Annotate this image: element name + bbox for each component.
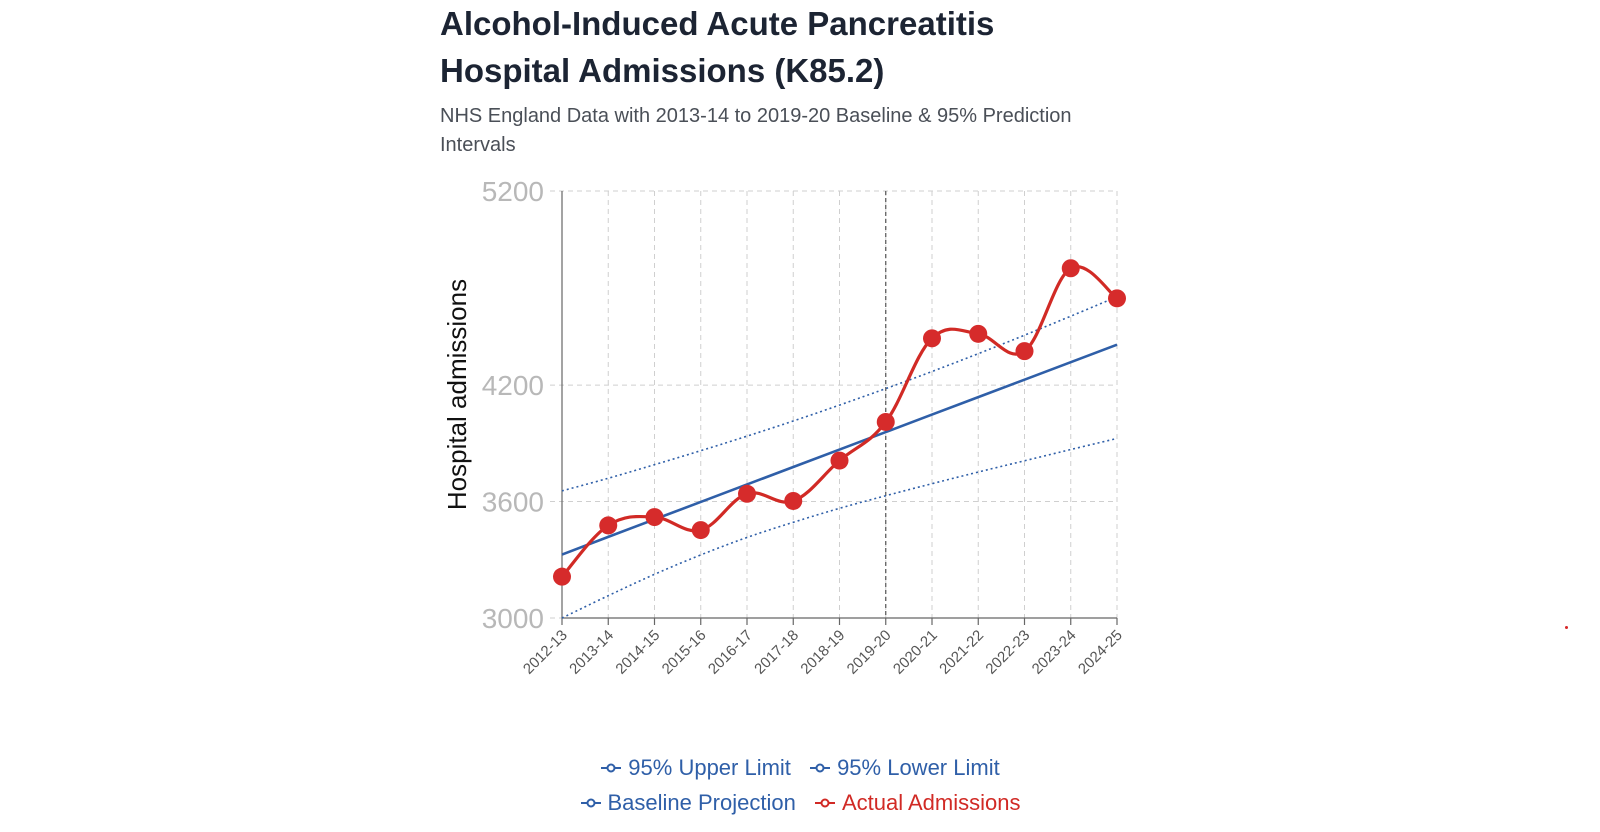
legend-swatch-upper-icon (601, 763, 622, 773)
legend-row-2: Baseline Projection Actual Admissions (0, 789, 1600, 816)
legend-label-actual: Actual Admissions (841, 790, 1021, 816)
chart-subtitle: NHS England Data with 2013-14 to 2019-20… (440, 105, 1072, 156)
x-tick-label: 2018-19 (797, 627, 848, 678)
series-actual-admissions-point-2014-15 (645, 508, 664, 527)
legend-row-1: 95% Upper Limit 95% Lower Limit (0, 754, 1600, 781)
legend-label-lower-limit: 95% Lower Limit (837, 755, 1000, 781)
series-actual-admissions-point-2013-14 (599, 516, 618, 535)
series-actual-admissions-line (560, 265, 1119, 578)
stray-dot (1565, 626, 1568, 629)
series-actual-admissions-point-2015-16 (691, 521, 710, 540)
x-tick-label: 2014-15 (612, 627, 663, 678)
series-actual-admissions-point-2022-23 (1015, 342, 1034, 361)
x-tick-label: 2022-23 (982, 627, 1033, 678)
x-tick-label: 2021-22 (936, 627, 987, 678)
x-tick-label: 2016-17 (705, 627, 756, 678)
series-baseline-projection-line (561, 343, 1118, 556)
x-tick-label: 2017-18 (751, 627, 802, 678)
legend-item-baseline[interactable]: Baseline Projection (580, 789, 796, 816)
y-tick-label: 3000 (482, 603, 544, 634)
legend-item-lower-limit[interactable]: 95% Lower Limit (809, 754, 1000, 781)
x-tick-label: 2023-24 (1029, 627, 1080, 678)
x-tick-label: 2015-16 (659, 627, 710, 678)
x-tick-label: 2019-20 (844, 627, 895, 678)
series-actual-admissions-point-2024-25 (1108, 289, 1126, 308)
series-actual-admissions-point-2020-21 (923, 329, 941, 348)
series-actual-admissions-point-2021-22 (969, 324, 988, 343)
y-tick-label: 5200 (482, 176, 544, 207)
series-actual-admissions-point-2023-24 (1061, 259, 1080, 278)
series-actual-admissions-point-2018-19 (830, 451, 849, 470)
series-actual-admissions-point-2019-20 (876, 412, 895, 431)
chart-title-line-2: Hospital Admissions (K85.2) (440, 52, 885, 89)
x-tick-label: 2013-14 (566, 627, 617, 678)
y-tick-label: 3600 (482, 487, 544, 518)
legend-swatch-actual-icon (814, 798, 835, 808)
legend-item-upper-limit[interactable]: 95% Upper Limit (600, 754, 791, 781)
chart-title-line-1: Alcohol-Induced Acute Pancreatitis (440, 5, 995, 42)
series-95-upper-limit-line (561, 296, 1118, 492)
series-actual-admissions-point-2017-18 (784, 491, 803, 510)
chart-title: Alcohol-Induced Acute Pancreatitis Hospi… (440, 0, 1100, 94)
legend-item-actual[interactable]: Actual Admissions (814, 789, 1021, 816)
legend-swatch-baseline-icon (580, 798, 601, 808)
x-tick-label: 2012-13 (520, 627, 571, 678)
legend-label-upper-limit: 95% Upper Limit (628, 755, 791, 781)
series-actual-admissions-point-2016-17 (738, 484, 756, 503)
legend-swatch-lower-icon (810, 763, 831, 773)
series-actual-admissions-point-2012-13 (553, 567, 571, 586)
x-tick-label: 2024-25 (1075, 627, 1126, 678)
y-axis-label: Hospital admissions (442, 279, 472, 510)
y-tick-label: 4200 (482, 370, 544, 401)
legend-label-baseline: Baseline Projection (607, 790, 796, 816)
x-tick-label: 2020-21 (890, 627, 941, 678)
